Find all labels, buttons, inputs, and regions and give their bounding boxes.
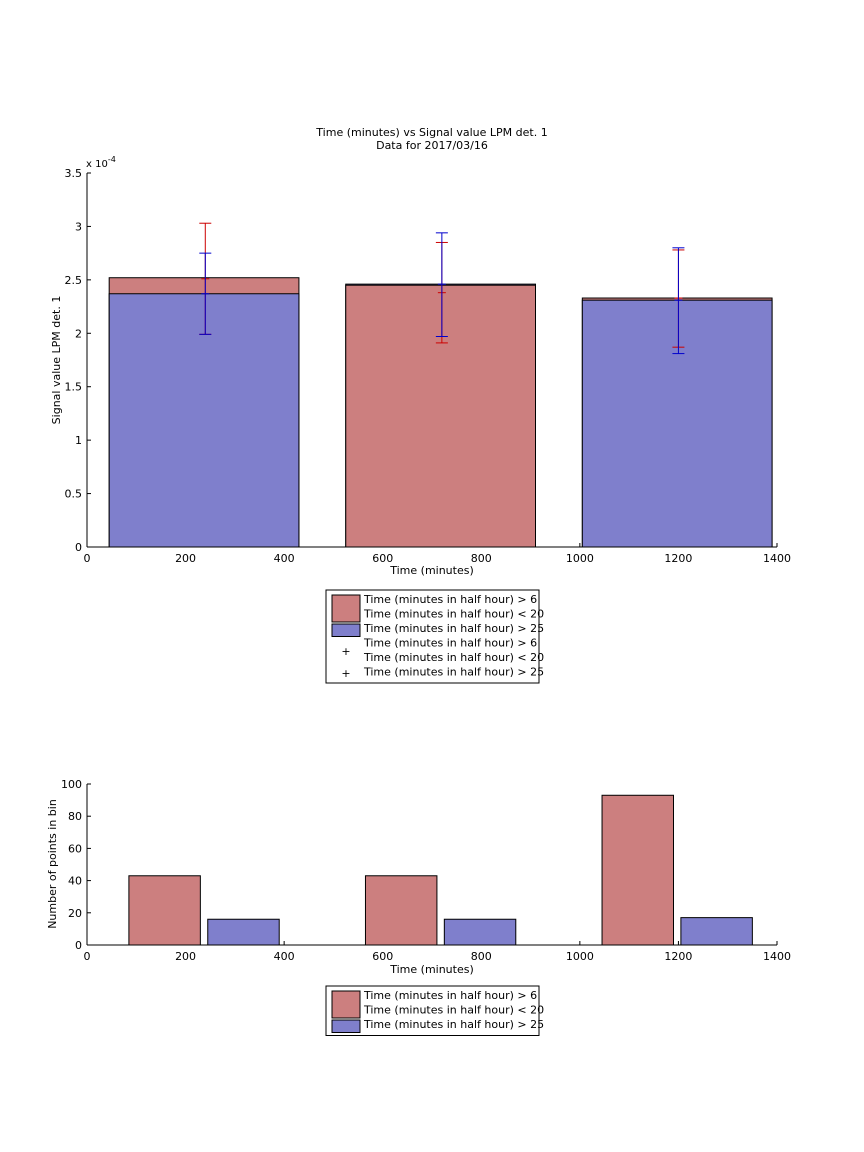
legend-box: [325, 985, 540, 1036]
chart1-x-tick-label: 0: [84, 552, 91, 565]
chart1-x-tick-label: 400: [274, 552, 295, 565]
chart1-bar-series1: [581, 299, 773, 548]
chart2-bar-series1: [207, 918, 280, 946]
legend-entry-label: Time (minutes in half hour) > 25: [363, 622, 544, 635]
chart2-y-tick-label: 80: [68, 810, 82, 823]
legend-patch: [331, 990, 361, 1019]
chart1-y-tick-label: 2.5: [65, 274, 83, 287]
legend-box: [325, 589, 540, 684]
legend-entry-label: Time (minutes in half hour) > 6: [363, 593, 537, 606]
legend-entry-label: Time (minutes in half hour) < 20: [363, 651, 544, 664]
legend-entry-label: Time (minutes in half hour) < 20: [363, 608, 544, 621]
chart1-x-tick-label: 200: [175, 552, 196, 565]
chart2-x-tick-label: 200: [175, 950, 196, 963]
chart2-y-tick-label: 100: [61, 778, 82, 791]
chart1-exponent-base: x 10: [86, 159, 108, 170]
chart1-y-tick-label: 0: [75, 541, 82, 554]
chart1-x-tick-label: 1000: [566, 552, 594, 565]
chart1-title: Time (minutes) vs Signal value LPM det. …: [315, 126, 547, 139]
legend-patch: [331, 623, 361, 637]
legend-marker: +: [341, 645, 350, 658]
chart2-x-tick-label: 800: [471, 950, 492, 963]
chart1-ylabel: Signal value LPM det. 1: [50, 296, 63, 425]
chart2-bar-series1: [443, 918, 517, 946]
chart1-y-tick-label: 2: [75, 327, 82, 340]
chart2-x-tick-label: 1200: [664, 950, 692, 963]
chart1-x-tick-label: 600: [372, 552, 393, 565]
chart2-x-tick-label: 1400: [763, 950, 791, 963]
chart1-y-tick-label: 0.5: [65, 488, 83, 501]
chart2-x-tick-label: 600: [372, 950, 393, 963]
chart1-x-tick-label: 800: [471, 552, 492, 565]
legend-marker: +: [341, 667, 350, 680]
chart2-bar-series0: [364, 875, 438, 946]
legend-entry-label: Time (minutes in half hour) > 6: [363, 989, 537, 1002]
chart2-bar-series0: [601, 794, 674, 946]
chart2-plot: 0 200 400 600 800 1000 1200 1400 0 20 40 60 80 100: [61, 778, 791, 963]
chart1-y-tick-label: 3: [75, 220, 82, 233]
chart2-ylabel: Number of points in bin: [46, 799, 59, 929]
chart2-bar-series1: [680, 917, 753, 946]
chart1-x-tick-label: 1200: [664, 552, 692, 565]
legend-patch: [331, 1019, 361, 1033]
legend-patch: [331, 594, 361, 623]
chart1-x-tick-label: 1400: [763, 552, 791, 565]
legend-entry-label: Time (minutes in half hour) > 25: [363, 1018, 544, 1031]
chart1-y-tick-label: 3.5: [65, 167, 83, 180]
legend-entry-label: Time (minutes in half hour) > 25: [363, 666, 544, 679]
chart2-x-tick-label: 0: [84, 950, 91, 963]
chart2-x-tick-label: 1000: [566, 950, 594, 963]
chart1-xlabel: Time (minutes): [389, 564, 474, 577]
chart1-bar-series0: [345, 284, 536, 548]
chart1-exponent: x 10-4: [86, 155, 116, 170]
chart2-y-tick-label: 0: [75, 939, 82, 952]
chart2-bar-series0: [128, 875, 201, 946]
chart1-subtitle: Data for 2017/03/16: [376, 139, 488, 152]
chart1-exponent-power: -4: [108, 155, 116, 164]
chart1-y-tick-label: 1: [75, 434, 82, 447]
legend-entry-label: Time (minutes in half hour) < 20: [363, 1004, 544, 1017]
chart2-y-tick-label: 60: [68, 842, 82, 855]
chart2-x-tick-label: 400: [274, 950, 295, 963]
chart1-bar-series1: [108, 293, 300, 548]
chart2-legend: Time (minutes in half hour) > 6 Time (min…: [325, 985, 544, 1036]
chart2-y-tick-label: 40: [68, 875, 82, 888]
chart1-y-tick-label: 1.5: [65, 381, 83, 394]
chart1-plot: 0 200 400 600 800 1000 1200 1400 0 0.5 1 1.5 2 2.5 3 3.…: [65, 167, 792, 565]
chart2-xlabel: Time (minutes): [389, 963, 474, 976]
legend-entry-label: Time (minutes in half hour) > 6: [363, 637, 537, 650]
chart2-y-tick-label: 20: [68, 907, 82, 920]
